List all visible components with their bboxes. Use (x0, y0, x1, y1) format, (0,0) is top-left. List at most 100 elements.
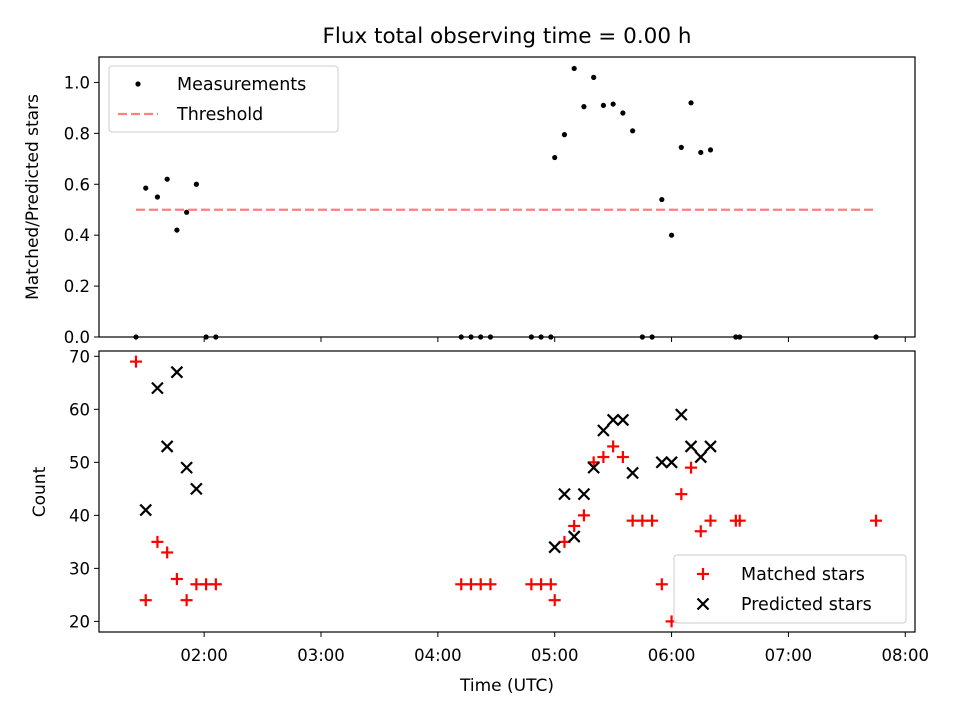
predicted-point-b (180, 461, 193, 474)
matched-point (484, 578, 497, 591)
matched-point (544, 578, 557, 591)
measurement-point (678, 144, 684, 150)
predicted-point (180, 461, 193, 474)
y-tick-label: 0.8 (64, 124, 90, 143)
predicted-point-b (694, 450, 708, 464)
y-tick-label: 1.0 (64, 73, 90, 92)
predicted-point-b (190, 482, 203, 496)
measurement-point (193, 181, 199, 187)
y-tick-label: 0.4 (64, 226, 90, 245)
matched-point (675, 488, 688, 501)
matched-point (704, 514, 717, 527)
matched-point (161, 546, 174, 559)
measurement-point (668, 232, 675, 238)
measurement-point (591, 74, 597, 80)
measurement-point (630, 128, 636, 134)
measurement-point (174, 227, 180, 233)
plot-frame (98, 350, 916, 633)
measurement-point (154, 194, 161, 200)
legend-box (108, 65, 339, 133)
predicted-point-b (665, 456, 678, 469)
legend-predicted-label: Predicted stars (741, 595, 872, 615)
measurement-point (688, 100, 694, 106)
predicted-point (587, 461, 600, 474)
predicted-point (606, 413, 620, 427)
matched-point (558, 535, 571, 548)
matched-point (694, 525, 707, 538)
legend-measurement-marker (135, 81, 141, 87)
predicted-point (577, 487, 591, 501)
matched-point (568, 519, 581, 532)
predicted-point (170, 365, 184, 379)
y-tick-label: 0.2 (64, 277, 90, 296)
matched-point (139, 594, 152, 607)
matched-point (170, 572, 183, 585)
predicted-point (190, 482, 203, 496)
y-tick-label: 0.0 (64, 328, 90, 347)
predicted-point (616, 413, 630, 427)
predicted-point-b (597, 424, 610, 437)
measurement-point (659, 196, 665, 203)
predicted-point-b (616, 413, 630, 427)
bottom-y-axis-label: Count (30, 466, 50, 517)
measurement-point (600, 102, 607, 108)
matched-point (733, 514, 746, 527)
measurement-point (581, 104, 587, 110)
matched-point (607, 440, 620, 453)
predicted-point-b (577, 487, 591, 501)
predicted-point (694, 450, 708, 464)
predicted-point (558, 487, 571, 501)
x-tick-label: 08:00 (881, 646, 929, 665)
predicted-point-b (160, 440, 174, 453)
count-panel: 20 30 40 50 60 70 02:00 03:00 04:00 05:00 06:00 07:… (69, 347, 929, 665)
matched-point (616, 451, 629, 464)
measurement-point (610, 101, 616, 107)
matched-point (548, 594, 561, 607)
predicted-point-b (548, 540, 561, 554)
y-tick-label: 0.6 (64, 175, 90, 194)
predicted-point (665, 456, 678, 469)
measurement-point (184, 209, 190, 215)
y-tick-label: 40 (69, 506, 90, 525)
legend-predicted-marker (696, 597, 710, 611)
measurement-point (143, 185, 149, 191)
legend-matched-label: Matched stars (741, 565, 865, 585)
predicted-point-b (626, 466, 639, 480)
x-tick-label: 06:00 (648, 646, 696, 665)
matched-point (130, 355, 143, 368)
chart-title: Flux total observing time = 0.00 h (323, 24, 692, 49)
predicted-point-b (139, 503, 153, 517)
x-tick-label: 05:00 (531, 646, 579, 665)
legend-matched-marker (697, 568, 709, 580)
predicted-point-b (675, 408, 688, 421)
predicted-point (548, 540, 561, 554)
predicted-point (675, 408, 688, 421)
predicted-point-b (151, 381, 164, 395)
predicted-point (160, 440, 174, 453)
predicted-point-b (558, 487, 571, 501)
predicted-point (597, 424, 610, 437)
matched-point (209, 578, 222, 591)
top-y-axis-label: Matched/Predicted stars (23, 94, 43, 300)
measurement-point (552, 154, 558, 161)
x-tick-label: 04:00 (414, 646, 462, 665)
legend-box (673, 554, 907, 624)
predicted-point-b (170, 365, 184, 379)
predicted-point-b (587, 461, 600, 474)
measurement-point (620, 110, 626, 116)
y-tick-label: 30 (69, 559, 90, 578)
x-tick-label: 02:00 (180, 646, 228, 665)
measurement-point (561, 132, 568, 138)
y-tick-label: 50 (69, 453, 90, 472)
y-tick-label: 60 (69, 400, 90, 419)
matched-point (655, 578, 668, 591)
predicted-point-b (606, 413, 620, 427)
plot-frame (98, 56, 916, 338)
predicted-point (684, 440, 698, 453)
predicted-point (567, 530, 581, 543)
predicted-point-b (567, 530, 581, 543)
y-tick-label: 20 (69, 612, 90, 631)
predicted-point (139, 503, 153, 517)
x-tick-label: 03:00 (297, 646, 345, 665)
